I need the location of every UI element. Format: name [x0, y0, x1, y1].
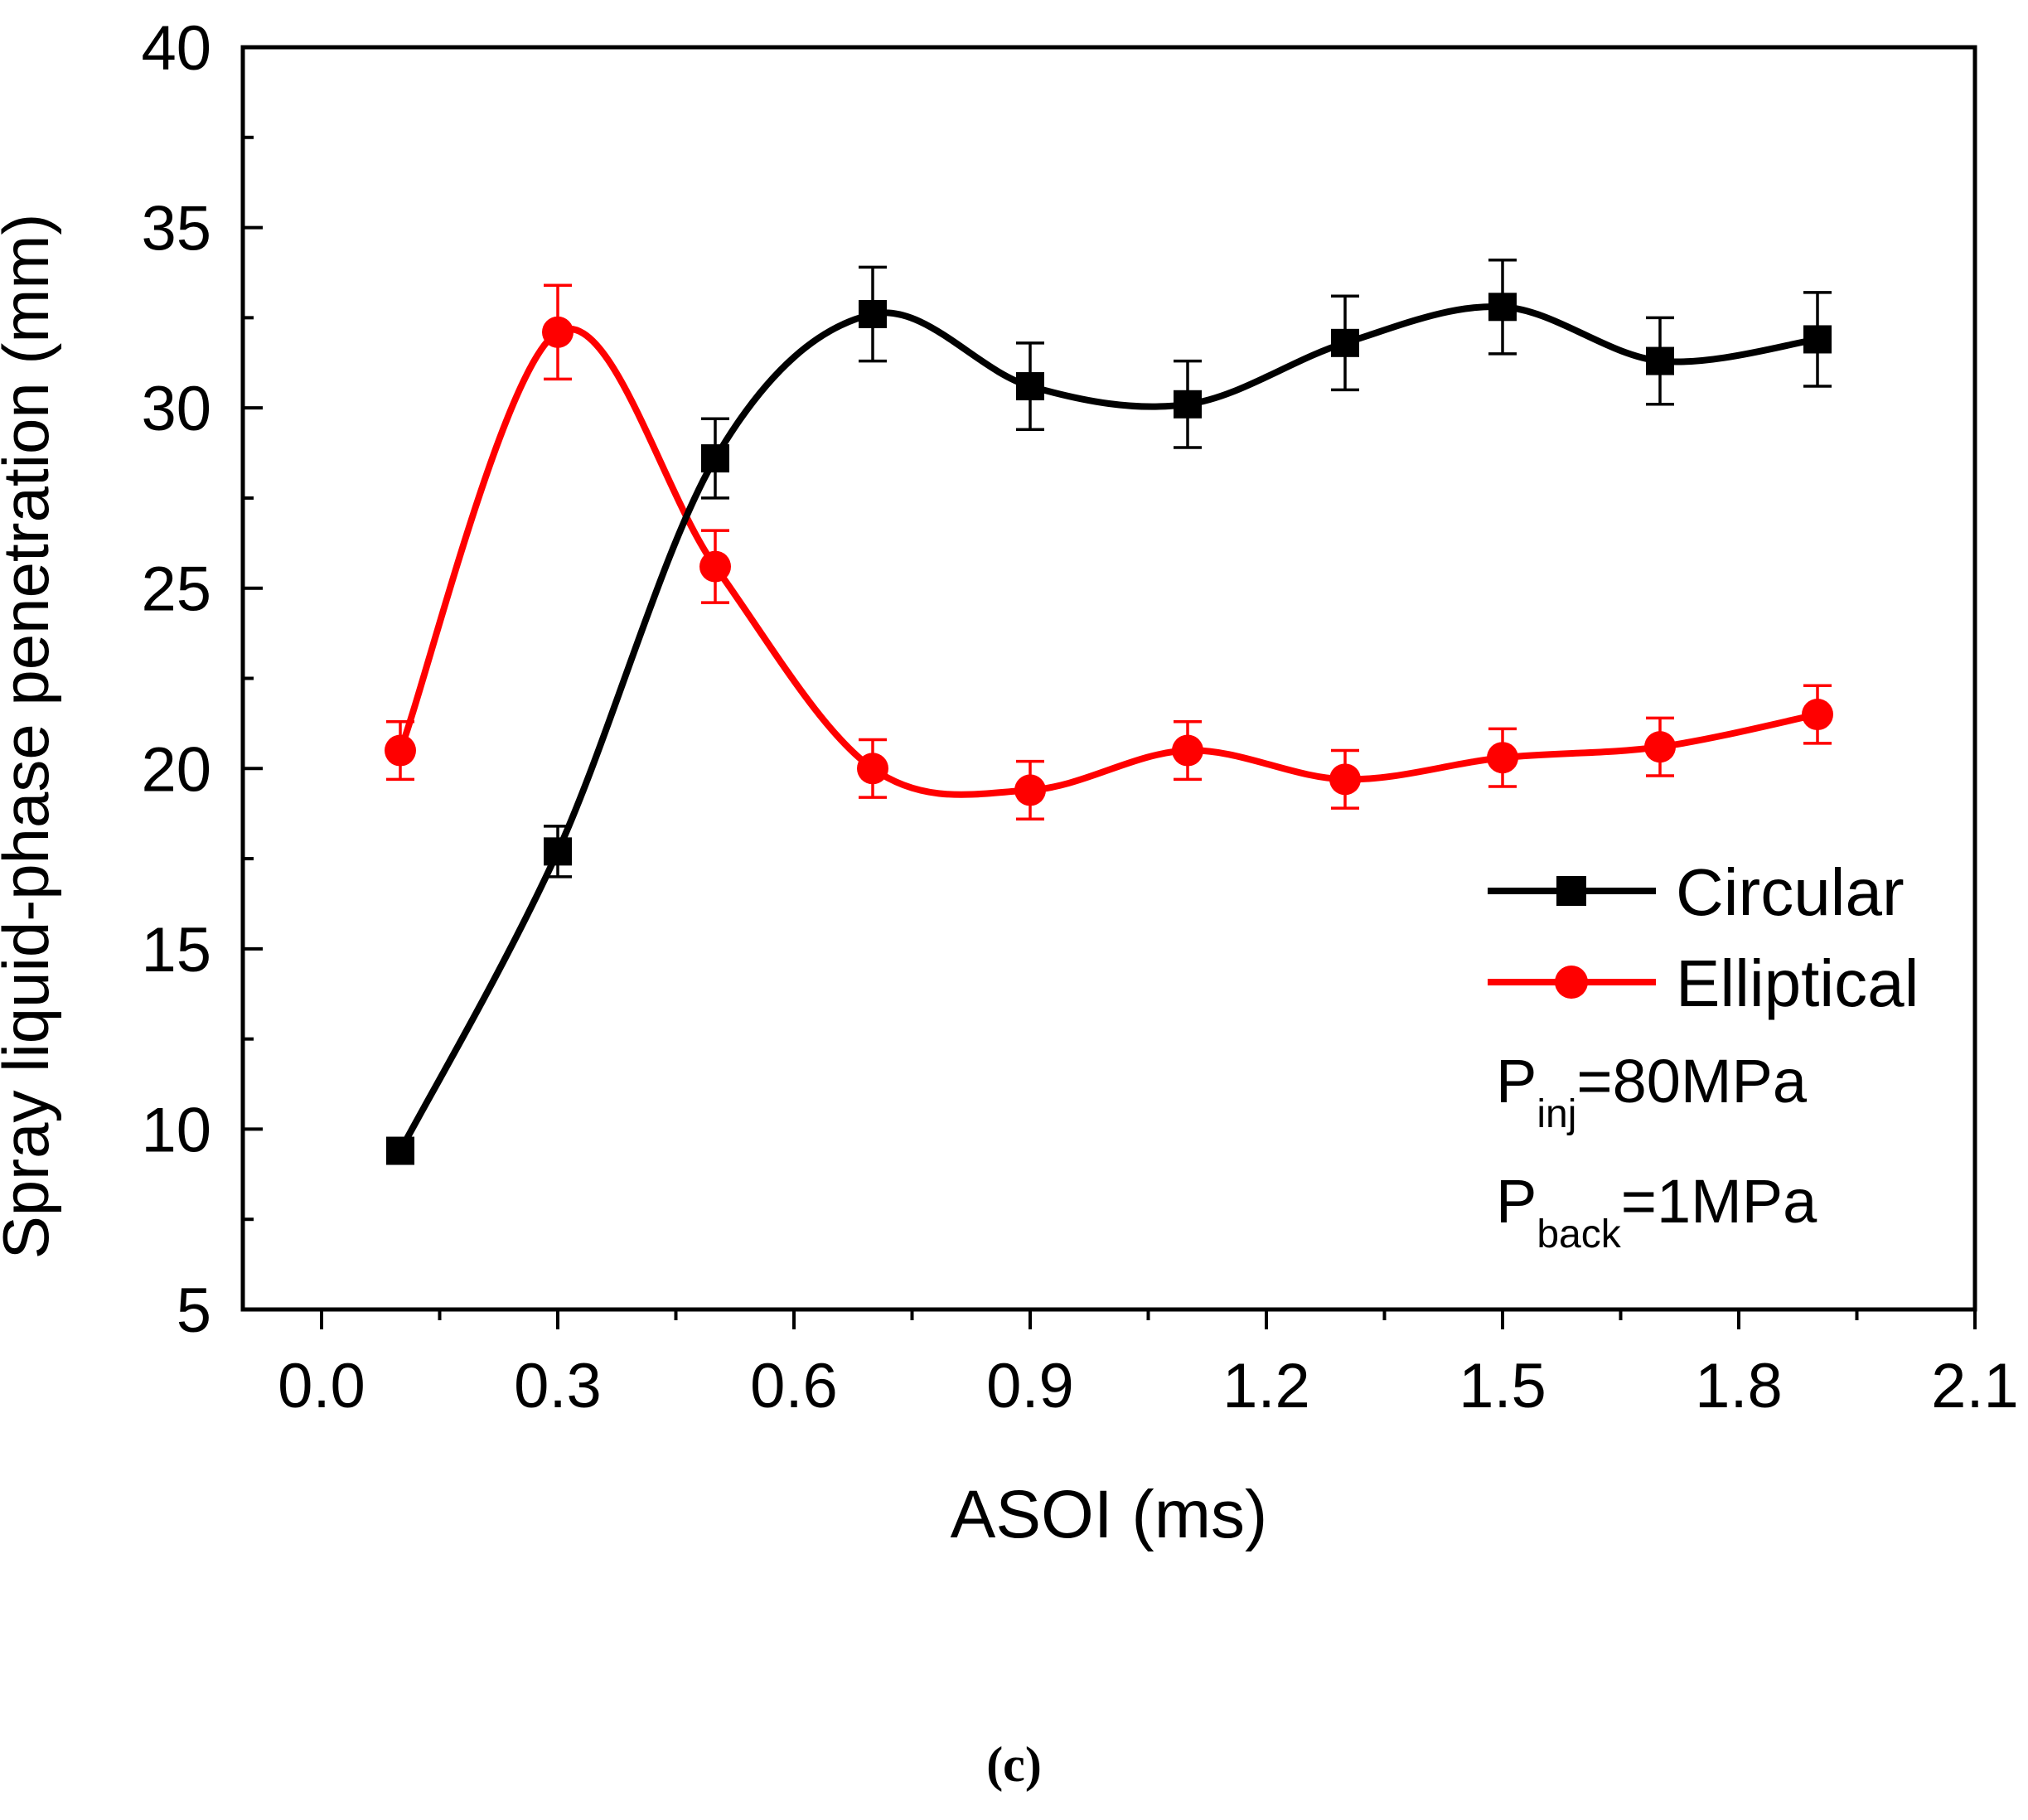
legend-label-elliptical: Elliptical [1676, 946, 1919, 1020]
legend-marker-elliptical [1555, 966, 1588, 999]
elliptical-point [857, 753, 888, 785]
elliptical-point [1329, 763, 1361, 796]
legend-marker-circular [1556, 876, 1586, 906]
y-tick-label: 30 [141, 374, 211, 444]
circular-point [544, 837, 572, 866]
elliptical-point [1014, 774, 1046, 806]
elliptical-point [1802, 699, 1833, 731]
x-tick-label: 0.0 [278, 1351, 365, 1421]
y-axis-title: Spray liquid-phase penetration (mm) [0, 214, 62, 1260]
x-tick-label: 2.1 [1931, 1351, 2019, 1421]
x-tick-label: 1.8 [1695, 1351, 1783, 1421]
legend: Circular Elliptical [1488, 855, 1919, 1020]
elliptical-point [1172, 734, 1203, 767]
circular-point [1646, 346, 1674, 375]
y-tick-label: 5 [177, 1275, 211, 1346]
elliptical-point [385, 734, 416, 767]
circular-point [1174, 390, 1202, 419]
x-axis-title: ASOI (ms) [951, 1477, 1268, 1552]
annotations: Pinj=80MPa Pback=1MPa [1496, 1047, 1817, 1256]
circular-point [386, 1136, 414, 1165]
circular-point [1331, 328, 1359, 357]
legend-item-circular: Circular [1488, 855, 1905, 929]
series-circular [386, 258, 1832, 1165]
series-elliptical [385, 283, 1833, 820]
elliptical-point [1487, 742, 1518, 774]
circular-point [1803, 325, 1832, 354]
series-layer [385, 258, 1833, 1165]
condition-label-inj: Pinj=80MPa [1496, 1047, 1808, 1136]
x-tick-label: 0.3 [514, 1351, 602, 1421]
x-tick-label: 0.6 [750, 1351, 838, 1421]
circular-point [859, 300, 887, 329]
legend-label-circular: Circular [1676, 855, 1905, 929]
legend-item-elliptical: Elliptical [1488, 946, 1919, 1020]
figure-caption: (c) [986, 1737, 1042, 1792]
y-tick-label: 40 [141, 13, 211, 84]
circular-point [1016, 372, 1044, 401]
circular-line [397, 303, 1818, 1153]
y-tick-label: 15 [141, 915, 211, 985]
elliptical-point [1644, 731, 1676, 763]
elliptical-point [542, 316, 574, 348]
condition-label-back: Pback=1MPa [1496, 1167, 1817, 1256]
elliptical-line [397, 326, 1818, 798]
y-tick-label: 10 [141, 1095, 211, 1165]
plot-frame [240, 45, 1977, 1312]
circular-point [701, 444, 729, 473]
x-tick-label: 0.9 [986, 1351, 1074, 1421]
x-tick-label: 1.5 [1459, 1351, 1546, 1421]
y-tick-label: 35 [141, 194, 211, 264]
y-tick-label: 25 [141, 554, 211, 625]
elliptical-point [699, 550, 731, 583]
axes-layer: 0.0 0.3 0.6 0.9 1.2 1.5 1.8 2.1 5 10 15 20 25 30 35 40 [141, 13, 2018, 1421]
y-tick-label: 20 [141, 734, 211, 805]
x-tick-label: 1.2 [1222, 1351, 1310, 1421]
circular-point [1488, 293, 1517, 322]
